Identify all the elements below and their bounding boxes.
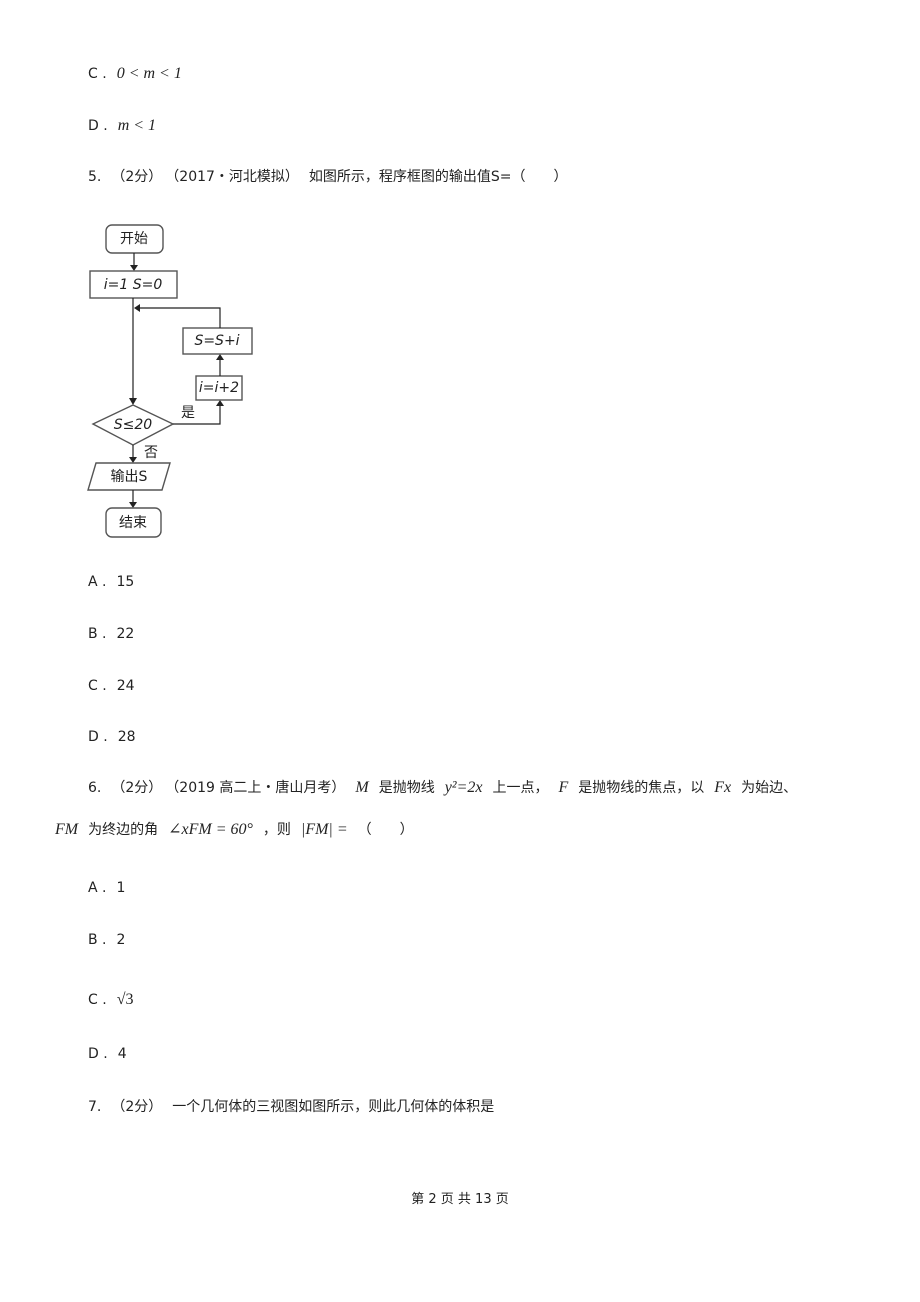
text-segment: ，则 — [262, 822, 291, 838]
question-text: 如图所示，程序框图的输出值S=（ ） — [308, 169, 568, 185]
update-i-box — [195, 375, 243, 401]
node-label: 输出S — [111, 469, 148, 485]
option-label: C . — [88, 678, 107, 694]
text-segment: 是抛物线的焦点，以 — [578, 780, 705, 796]
option-value: m < 1 — [117, 117, 157, 134]
text-segment: Fx — [714, 779, 732, 796]
flowchart: 开始 i=1 S=0 S≤20 是 i=i+2 S=S+i 否 输出S 结束 — [87, 224, 253, 538]
option-value: √3 — [116, 991, 134, 1008]
option-label: B . — [88, 932, 107, 948]
text-segment: y²=2x — [444, 779, 483, 796]
option: B . 22 — [88, 624, 144, 644]
footer: 第 2 页 共 13 页 — [411, 1192, 509, 1207]
question: 6. （2分） （2019 高二上・唐山月考） M 是抛物线 y²=2x 上一点， F 是抛物线… — [88, 778, 807, 798]
option: B . 2 — [88, 930, 135, 950]
option: A . 15 — [88, 572, 144, 592]
node-label: 开始 — [120, 231, 148, 247]
option: C . √3 — [88, 990, 143, 1010]
option: C . 0 < m < 1 — [88, 64, 192, 84]
question-line: FM 为终边的角 ∠xFM = 60° ，则 |FM| = （ ） — [55, 820, 424, 840]
node-label: S≤20 — [114, 417, 153, 433]
option-value: 1 — [116, 880, 126, 896]
option-value: 2 — [116, 932, 126, 948]
text-segment: M — [355, 779, 369, 796]
arrowhead — [129, 457, 137, 463]
arrow — [173, 406, 221, 425]
option-value: 15 — [116, 574, 135, 590]
update-s-box — [182, 327, 253, 355]
question-number: 5. — [88, 169, 102, 185]
node-label: i=i+2 — [199, 380, 239, 396]
option-value: 28 — [117, 729, 136, 745]
option-value: 22 — [116, 626, 135, 642]
option: A . 1 — [88, 878, 135, 898]
option-label: C . — [88, 992, 107, 1008]
option: C . 24 — [88, 676, 145, 696]
arrowhead — [216, 400, 224, 406]
question-text: 一个几何体的三视图如图所示，则此几何体的体积是 — [172, 1099, 495, 1115]
text-segment: FM — [55, 821, 79, 838]
text-segment: 是抛物线 — [378, 780, 435, 796]
output-box — [87, 462, 171, 491]
question: 5. （2分） （2017・河北模拟） 如图所示，程序框图的输出值S=（ ） — [88, 167, 578, 187]
text-segment: ∠xFM = 60° — [168, 821, 253, 838]
text-segment: 上一点， — [492, 780, 549, 796]
option-label: A . — [88, 880, 107, 896]
source: （2017・河北模拟） — [172, 169, 299, 185]
score: （2分） — [111, 1099, 163, 1115]
option: D . 4 — [88, 1044, 137, 1064]
text-segment: |FM| = — [300, 821, 348, 838]
option-label: D . — [88, 1046, 108, 1062]
option-label: C . — [88, 66, 107, 82]
text-segment: （ ） — [357, 822, 414, 838]
text-segment: 为始边、 — [741, 780, 798, 796]
branch-label: 否 — [144, 445, 158, 461]
arrowhead — [216, 354, 224, 360]
arrowhead — [129, 502, 137, 508]
question-number: 7. — [88, 1099, 102, 1115]
source: （2019 高二上・唐山月考） — [172, 780, 346, 796]
option-value: 4 — [117, 1046, 127, 1062]
arrow — [140, 307, 221, 328]
arrowhead — [134, 304, 140, 312]
option-value: 0 < m < 1 — [116, 65, 182, 82]
text-segment: 为终边的角 — [88, 822, 159, 838]
node-label: 结束 — [119, 515, 147, 531]
node-label: i=1 S=0 — [104, 277, 163, 293]
score: （2分） — [111, 780, 163, 796]
branch-label: 是 — [181, 405, 195, 421]
option-label: D . — [88, 729, 108, 745]
text-segment: F — [558, 779, 569, 796]
option-label: A . — [88, 574, 107, 590]
node-label: S=S+i — [194, 333, 239, 349]
question-number: 6. — [88, 780, 102, 796]
question: 7. （2分） 一个几何体的三视图如图所示，则此几何体的体积是 — [88, 1097, 504, 1117]
arrowhead — [129, 398, 137, 405]
option-label: D . — [88, 118, 108, 134]
arrowhead — [130, 265, 138, 271]
end-box — [105, 507, 162, 538]
option-label: B . — [88, 626, 107, 642]
option: D . 28 — [88, 727, 146, 747]
score: （2分） — [111, 169, 163, 185]
option: D . m < 1 — [88, 116, 166, 136]
option-value: 24 — [116, 678, 135, 694]
